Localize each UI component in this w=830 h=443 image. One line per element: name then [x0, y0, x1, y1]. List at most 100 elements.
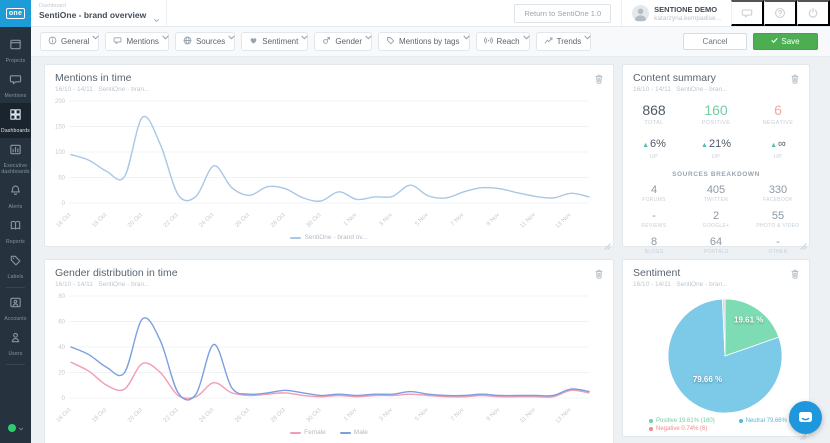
filter-chip-general[interactable]: General [40, 32, 100, 51]
svg-text:0: 0 [62, 396, 66, 402]
stat-negative: 6 NEGATIVE [747, 102, 809, 126]
return-to-sentione-button[interactable]: Return to SentiOne 1.0 [514, 3, 612, 23]
topbar-right: Return to SentiOne 1.0 SENTIONE DEMO kat… [514, 0, 830, 26]
trash-icon[interactable] [789, 72, 801, 89]
source-forums: 4 FORUMS [623, 184, 685, 203]
trends-icon [544, 36, 553, 47]
svg-text:50: 50 [58, 176, 65, 182]
panel-title: Content summary [633, 72, 716, 84]
svg-text:30 Oct: 30 Oct [306, 407, 323, 424]
user-menu[interactable]: SENTIONE DEMO katarzyna.kempadise... [621, 0, 731, 26]
legend-item-positive-19-61-160[interactable]: Positive 19.61% (160) [649, 418, 739, 424]
info-icon [48, 36, 57, 47]
trash-icon[interactable] [789, 267, 801, 284]
svg-text:18 Oct: 18 Oct [91, 212, 108, 229]
svg-text:9 Nov: 9 Nov [486, 212, 501, 227]
trend-value: 6% [650, 138, 666, 150]
filter-chip-trends[interactable]: Trends [535, 32, 592, 51]
filter-chip-gender[interactable]: Gender [314, 32, 373, 51]
source-google: 2 GOOGLE+ [685, 210, 747, 229]
legend-label: Neutral 79.66% (650) [745, 418, 803, 424]
panel-subtitle: 16/10 - 14/11 SentiOne - bran... [55, 86, 150, 93]
source-portals: 64 PORTALS [685, 236, 747, 255]
sentiment-pie-chart: 19.61 % 79.66 % [667, 298, 783, 414]
legend-item-negative-0-74-6[interactable]: Negative 0.74% (6) [649, 426, 739, 432]
save-button[interactable]: Save [753, 33, 818, 50]
chart-legend: SentiOne - brand ov... [45, 234, 613, 241]
mentions-icon [9, 73, 22, 91]
resize-handle-icon[interactable] [800, 237, 807, 250]
legend-item-sentione-brand-ov[interactable]: SentiOne - brand ov... [290, 234, 368, 241]
source-value: - [652, 210, 656, 222]
resize-handle-icon[interactable] [604, 237, 611, 250]
source-value: 55 [771, 210, 785, 222]
help-icon[interactable] [764, 0, 797, 26]
panel-title: Sentiment [633, 267, 681, 279]
source-twitter: 405 TWITTER [685, 184, 747, 203]
svg-text:24 Oct: 24 Oct [199, 407, 216, 424]
messenger-icon[interactable] [789, 401, 822, 434]
source-blogs: 8 BLOGS [623, 236, 685, 255]
sentiment-panel: Sentiment 16/10 - 14/11 SentiOne - bran.… [622, 259, 810, 440]
filter-chip-label: General [61, 37, 90, 46]
trash-icon[interactable] [593, 72, 605, 89]
sidebar-item-executive-dashboards[interactable]: Executive dashboards [0, 138, 31, 179]
arrow-up-icon: ▲ [701, 142, 708, 149]
source-label: BLOGS [644, 249, 664, 255]
svg-text:200: 200 [55, 99, 66, 105]
filter-chips: General Mentions Sources Sentiment Gender Men… [31, 32, 592, 51]
filter-chip-mentions[interactable]: Mentions [105, 32, 169, 51]
sidebar-item-projects[interactable]: Projects [0, 33, 31, 68]
gender-line-chart: 0 20 40 60 80 16 Oct 18 Oct 20 Oct 22 Oct 24 Oct 2… [56, 294, 590, 425]
sidebar-item-dashboards[interactable]: Dashboards [0, 103, 31, 138]
legend-item-neutral-79-66-650[interactable]: Neutral 79.66% (650) [738, 418, 809, 424]
chat-top-icon[interactable] [731, 0, 764, 26]
svg-text:11 Nov: 11 Nov [519, 407, 536, 424]
app-logo[interactable]: one [0, 0, 31, 27]
chevron-down-icon [153, 11, 160, 22]
sidebar-item-accounts[interactable]: Accounts [0, 291, 31, 326]
trend-label: UP [773, 154, 783, 160]
source-value: 4 [650, 184, 658, 196]
sidebar-item-users[interactable]: Users [0, 326, 31, 361]
sidebar-item-alerts[interactable]: Alerts [0, 179, 31, 214]
sidebar-item-reports[interactable]: Reports [0, 214, 31, 249]
trend-label: UP [649, 154, 659, 160]
dashboards-icon [9, 108, 22, 126]
legend-swatch [339, 431, 351, 434]
source-photo-video: 55 PHOTO & VIDEO [747, 210, 809, 229]
panel-title: Mentions in time [55, 72, 132, 84]
filter-chip-label: Sources [195, 37, 226, 46]
filter-chip-sentiment[interactable]: Sentiment [241, 32, 309, 51]
filter-chip-reach[interactable]: Reach [475, 32, 530, 51]
legend-item-female[interactable]: Female [290, 429, 326, 436]
sidebar-item-mentions[interactable]: Mentions [0, 68, 31, 103]
cancel-button[interactable]: Cancel [683, 33, 747, 50]
resize-handle-icon[interactable] [800, 427, 807, 440]
source-value: 2 [712, 210, 720, 222]
trash-icon[interactable] [593, 267, 605, 284]
stat-positive: 160 POSITIVE [685, 102, 747, 126]
labels-icon [9, 254, 22, 272]
filter-chip-label: Gender [335, 37, 363, 46]
logo-text: one [5, 8, 26, 19]
legend-item-male[interactable]: Male [339, 429, 368, 436]
legend-swatch [649, 427, 653, 431]
chevron-down-icon [18, 419, 24, 437]
filter-chip-mentions-by-tags[interactable]: Mentions by tags [378, 32, 470, 51]
svg-text:16 Oct: 16 Oct [56, 407, 73, 424]
sidebar-divider [6, 287, 25, 288]
sidebar-item-label: Reports [6, 239, 25, 245]
power-icon[interactable] [797, 0, 830, 26]
avatar-person-icon [632, 4, 650, 22]
svg-text:19.61 %: 19.61 % [734, 316, 763, 325]
svg-text:5 Nov: 5 Nov [414, 407, 429, 422]
stat-total: 868 TOTAL [623, 102, 685, 126]
status-indicator[interactable] [0, 419, 31, 437]
chevron-down-icon [161, 33, 169, 40]
filter-chip-sources[interactable]: Sources [174, 32, 236, 51]
summary-trends: ▲6% UP ▲21% UP ▲∞ UP [623, 134, 809, 160]
sidebar-item-labels[interactable]: Labels [0, 249, 31, 284]
dashboard-selector[interactable]: Dashboard SentiOne - brand overview [31, 0, 167, 26]
resize-handle-icon[interactable] [604, 439, 611, 443]
